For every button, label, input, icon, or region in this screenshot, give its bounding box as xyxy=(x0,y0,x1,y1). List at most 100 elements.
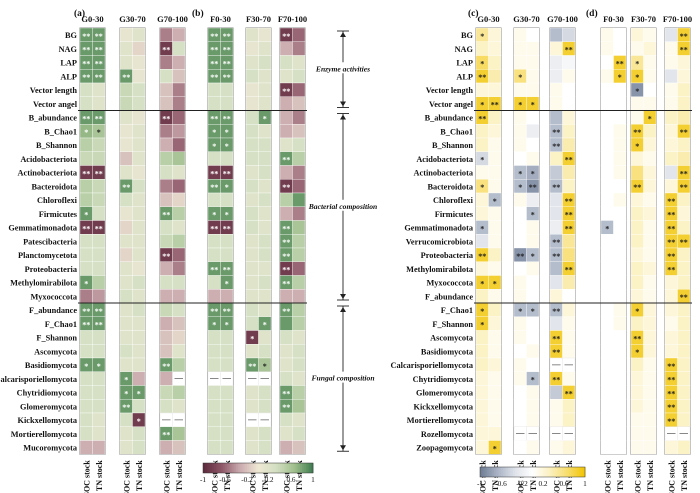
left-cell xyxy=(132,41,146,56)
left-cell xyxy=(245,82,259,97)
right-cell-sig: ** xyxy=(552,183,560,192)
right-cell xyxy=(677,192,691,207)
right-row-label: Actinobacteriota xyxy=(414,169,474,178)
left-colorbar-segment xyxy=(215,463,219,473)
left-colorbar-tick: 0.2 xyxy=(264,475,273,484)
right-cell xyxy=(664,69,678,84)
right-cell-sig: * xyxy=(518,307,522,316)
left-cell xyxy=(92,330,106,345)
right-row-label: Calcarisporiellomycota xyxy=(391,361,474,370)
left-cell xyxy=(132,192,146,207)
right-cell xyxy=(475,330,489,345)
right-cell xyxy=(549,206,563,221)
left-row-label: NAG xyxy=(59,45,78,54)
left-colorbar-segment xyxy=(259,463,263,473)
right-cell xyxy=(475,289,489,304)
left-cell-sig: ** xyxy=(95,169,103,178)
left-row-label: Gemmatimonadota xyxy=(8,224,78,233)
right-cell xyxy=(562,330,576,345)
right-cell xyxy=(677,69,691,84)
right-cell xyxy=(677,110,691,125)
left-cell xyxy=(159,440,173,455)
right-cell xyxy=(643,302,657,317)
right-cell-sig: ** xyxy=(680,183,688,192)
left-cell xyxy=(159,385,173,400)
right-cell xyxy=(562,289,576,304)
left-cell xyxy=(258,137,272,152)
section-bracket-arrow xyxy=(340,101,346,107)
left-cell xyxy=(279,344,293,359)
left-row-label: F_abundance xyxy=(29,306,77,315)
right-cell xyxy=(562,69,576,84)
left-row-label: LAP xyxy=(60,59,77,68)
right-row-label: Firmicutes xyxy=(435,210,474,219)
right-colorbar-segment xyxy=(483,467,486,477)
right-colorbar-segment xyxy=(492,467,495,477)
right-cell xyxy=(613,426,627,441)
right-cell xyxy=(600,412,614,427)
left-cell xyxy=(279,440,293,455)
left-row-label: Mortierellomycota xyxy=(11,430,78,439)
left-cell xyxy=(92,192,106,207)
right-cell xyxy=(600,69,614,84)
right-cell xyxy=(475,234,489,249)
left-colorbar-segment xyxy=(237,463,241,473)
right-cell xyxy=(513,137,527,152)
right-cell xyxy=(613,344,627,359)
right-cell xyxy=(562,247,576,262)
right-cell-sig: ** xyxy=(552,142,560,151)
right-cell-sig: * xyxy=(618,73,622,82)
right-cell-sig: ** xyxy=(680,46,688,55)
left-cell xyxy=(172,399,186,414)
left-cell xyxy=(172,316,186,331)
left-cell xyxy=(292,302,306,317)
right-cell xyxy=(677,399,691,414)
right-cell xyxy=(549,412,563,427)
left-cell-sig: ** xyxy=(95,114,103,123)
right-cell xyxy=(475,426,489,441)
right-colorbar-segment xyxy=(495,467,498,477)
right-cell-sig: ** xyxy=(667,266,675,275)
left-row-label: Ascomycota xyxy=(34,347,78,356)
left-cell xyxy=(258,69,272,84)
left-cell-sig: ** xyxy=(282,307,290,316)
left-cell-sig: * xyxy=(84,211,88,220)
left-cell xyxy=(258,27,272,42)
right-cell xyxy=(677,261,691,276)
right-cell-sig: * xyxy=(480,156,484,165)
left-cell-sig: ** xyxy=(95,307,103,316)
right-row-label: Kickxellomycota xyxy=(414,402,474,411)
left-cell xyxy=(119,289,133,304)
left-cell xyxy=(292,261,306,276)
left-row-label: Methylomirabilota xyxy=(10,279,78,288)
right-cell xyxy=(600,371,614,386)
left-cell xyxy=(92,275,106,290)
left-cell xyxy=(245,344,259,359)
left-cell-sig: ** xyxy=(82,46,90,55)
right-colorbar-segment xyxy=(574,467,577,477)
left-colorbar-segment xyxy=(263,463,266,473)
left-cell xyxy=(132,247,146,262)
right-cell xyxy=(488,234,502,249)
right-cell xyxy=(643,371,657,386)
right-cell-sig: * xyxy=(648,114,652,123)
right-colorbar-segment xyxy=(537,467,540,477)
right-cell xyxy=(488,316,502,331)
right-cell xyxy=(643,96,657,111)
right-cell xyxy=(549,192,563,207)
left-colorbar-segment xyxy=(285,463,288,473)
left-cell xyxy=(92,261,106,276)
left-cell xyxy=(245,192,259,207)
left-cell xyxy=(132,234,146,249)
left-col-label: SOC stock xyxy=(248,460,257,493)
right-cell-sig: ** xyxy=(680,128,688,137)
left-cell-sig: ** xyxy=(82,321,90,330)
left-cell-sig: ** xyxy=(122,183,130,192)
left-col-label: TN stock xyxy=(261,460,270,491)
left-cell xyxy=(172,179,186,194)
left-col-label: SOC stock xyxy=(282,460,291,493)
left-cell xyxy=(132,261,146,276)
left-cell xyxy=(119,206,133,221)
right-colorbar-segment xyxy=(485,467,488,477)
left-colorbar-segment xyxy=(311,463,314,473)
